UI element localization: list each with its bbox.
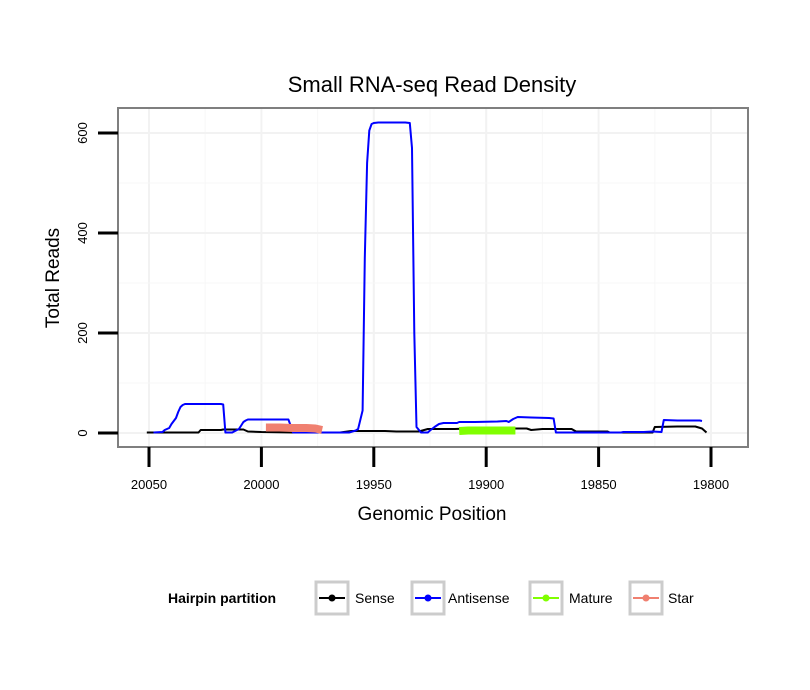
legend: Hairpin partition Sense Antisense Mature St… — [168, 580, 694, 616]
legend-label-star: Star — [668, 590, 694, 606]
series-line-antisense — [153, 121, 703, 434]
legend-key-dot — [328, 594, 336, 602]
legend-title: Hairpin partition — [168, 590, 276, 606]
grid-lines — [118, 108, 748, 447]
y-axis: 0 200 400 600 — [75, 122, 118, 437]
x-axis-title: Genomic Position — [358, 504, 507, 525]
y-axis-title: Total Reads — [43, 228, 64, 328]
y-tick-label: 600 — [75, 122, 90, 144]
series-lines — [146, 121, 708, 435]
y-tick-label: 400 — [75, 222, 90, 244]
chart-title: Small RNA-seq Read Density — [288, 72, 577, 97]
x-tick-label: 19800 — [693, 477, 729, 492]
x-tick-label: 19900 — [468, 477, 504, 492]
legend-key-dot — [542, 594, 550, 602]
x-tick-label: 20050 — [131, 477, 167, 492]
y-tick-label: 200 — [75, 322, 90, 344]
legend-label-mature: Mature — [569, 590, 613, 606]
plot-border — [117, 107, 749, 448]
series-line-mature — [458, 426, 516, 435]
x-tick-label: 19850 — [581, 477, 617, 492]
legend-label-sense: Sense — [355, 590, 395, 606]
x-tick-label: 20000 — [243, 477, 279, 492]
x-axis: 20050 20000 19950 19900 19850 19800 — [131, 447, 729, 492]
legend-key-dot — [424, 594, 432, 602]
plot-panel — [118, 108, 748, 447]
y-tick-label: 0 — [75, 429, 90, 436]
legend-label-antisense: Antisense — [448, 590, 510, 606]
series-line-star — [265, 423, 323, 434]
x-tick-label: 19950 — [356, 477, 392, 492]
legend-key-dot — [642, 594, 650, 602]
